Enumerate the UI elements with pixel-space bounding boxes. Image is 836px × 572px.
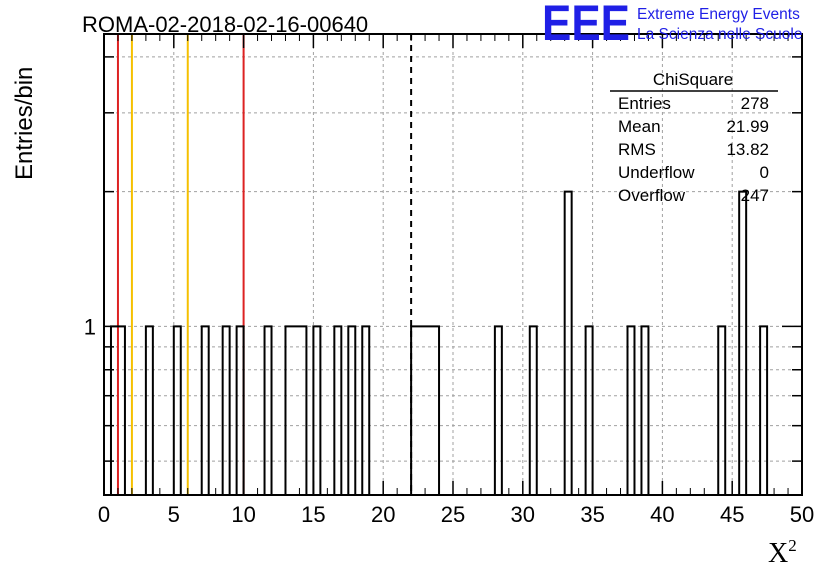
- vertical-markers: [116, 34, 413, 495]
- stats-row-label: RMS: [618, 140, 656, 159]
- x-tick-label: 35: [580, 502, 604, 527]
- x-tick-label: 5: [168, 502, 180, 527]
- stats-row-value: 0: [760, 163, 769, 182]
- x-tick-labels: 0 5 10 15 20 25 30 35 40 45 50: [98, 502, 814, 527]
- stats-box-title: ChiSquare: [653, 70, 733, 89]
- stats-row-value: 278: [741, 94, 769, 113]
- stats-row-label: Overflow: [618, 186, 686, 205]
- eee-logo-line1: Extreme Energy Events: [637, 6, 800, 23]
- y-tick-labels: 1: [84, 314, 96, 339]
- chart-title: ROMA-02-2018-02-16-00640: [82, 12, 368, 37]
- eee-logo-line2: La Scienza nelle Scuole: [637, 26, 802, 43]
- x-axis-label-superscript: 2: [788, 536, 797, 555]
- x-tick-label: 10: [231, 502, 255, 527]
- x-tick-label: 50: [790, 502, 814, 527]
- stats-row-value: 13.82: [726, 140, 769, 159]
- x-tick-label: 40: [650, 502, 674, 527]
- x-tick-label: 0: [98, 502, 110, 527]
- stats-row-label: Mean: [618, 117, 661, 136]
- stats-row-label: Underflow: [618, 163, 695, 182]
- x-tick-label: 15: [301, 502, 325, 527]
- stats-box: ChiSquare Entries 278 Mean 21.99 RMS 13.82 Und…: [610, 70, 778, 205]
- x-tick-label: 45: [720, 502, 744, 527]
- stats-row-value: 247: [741, 186, 769, 205]
- x-axis-label: X2: [768, 536, 797, 569]
- eee-logo-mark: EEE: [542, 0, 630, 51]
- x-tick-label: 30: [511, 502, 535, 527]
- y-axis-label: Entries/bin: [11, 67, 38, 180]
- axis-ticks: [103, 34, 803, 495]
- stats-row-label: Entries: [618, 94, 671, 113]
- x-tick-label: 20: [371, 502, 395, 527]
- histogram-outline: [109, 190, 769, 495]
- stats-rows: Entries 278 Mean 21.99 RMS 13.82 Underflow 0 Ove…: [618, 94, 769, 205]
- x-axis-label-base: X: [768, 538, 788, 569]
- x-tick-label: 25: [441, 502, 465, 527]
- eee-logo: EEE Extreme Energy Events La Scienza nel…: [542, 0, 802, 51]
- stats-row-value: 21.99: [726, 117, 769, 136]
- y-tick-label: 1: [84, 314, 96, 339]
